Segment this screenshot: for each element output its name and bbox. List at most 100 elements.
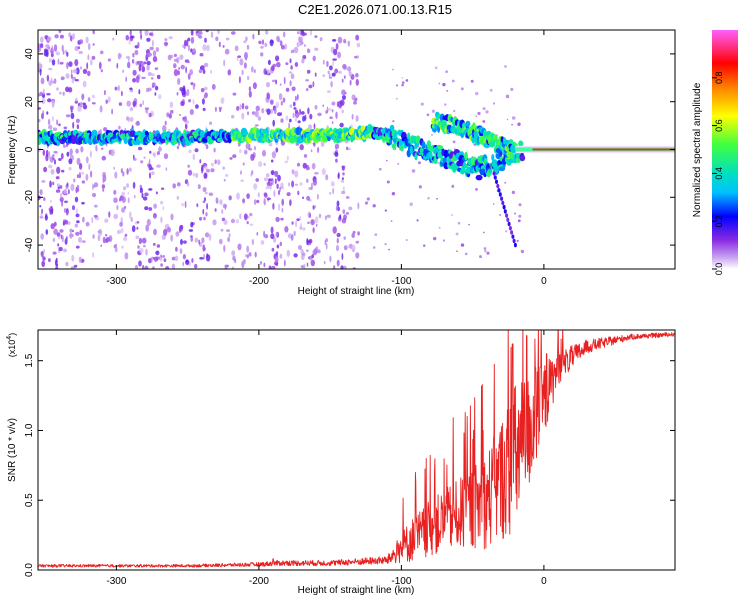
spectrogram-noise-point <box>395 97 398 100</box>
spectrogram-noise-point <box>148 207 153 211</box>
spectrogram-noise-point <box>198 35 203 39</box>
spectrogram-noise-point <box>223 178 226 182</box>
spectrogram-noise-point <box>127 197 130 204</box>
spectrogram-noise-point <box>311 254 315 259</box>
spectrogram-noise-point <box>355 78 359 86</box>
spectrogram-noise-point <box>285 115 289 121</box>
spectrogram-noise-point <box>152 39 154 48</box>
spectrogram-noise-point <box>210 162 214 167</box>
spectrogram-noise-point <box>164 38 168 42</box>
spectrogram-noise-point <box>112 37 115 41</box>
spectrogram-noise-point <box>308 124 313 130</box>
spectrogram-noise-point <box>266 69 270 75</box>
spectrogram-noise-point <box>257 116 262 121</box>
spectrogram-noise-point <box>312 179 318 186</box>
spectrogram-noise-point <box>146 64 150 71</box>
spectrogram-noise-point <box>318 213 322 219</box>
spectrogram-noise-point <box>325 238 329 243</box>
spectrogram-noise-point <box>243 40 247 44</box>
spectrogram-noise-point <box>204 86 208 91</box>
spectrogram-noise-point <box>411 169 416 173</box>
spectrogram-noise-point <box>39 215 44 219</box>
spectrogram-noise-point <box>327 70 330 75</box>
spectrogram-noise-point <box>261 108 265 114</box>
spectrogram-noise-point <box>168 113 172 119</box>
spectrogram-noise-point <box>289 104 293 108</box>
spectrogram-noise-point <box>149 46 154 51</box>
spectrogram-noise-point <box>100 244 103 247</box>
spectrogram-noise-point <box>211 83 216 90</box>
spectrogram-noise-point <box>268 265 272 269</box>
spectrogram-noise-point <box>160 187 165 190</box>
spectrogram-noise-point <box>372 204 376 208</box>
spectrogram-noise-point <box>504 230 508 233</box>
spectrogram-noise-point <box>57 243 60 247</box>
spectrogram-noise-point <box>255 178 259 182</box>
spectrogram-noise-point <box>442 239 445 242</box>
spectrogram-noise-point <box>272 202 275 210</box>
spectrogram-noise-point <box>232 92 237 96</box>
spectrogram-noise-point <box>239 104 242 111</box>
spectrogram-noise-point <box>305 79 309 82</box>
spectrogram-noise-point <box>78 163 83 170</box>
spectrogram-noise-point <box>155 250 160 256</box>
spectrogram-noise-point <box>74 59 79 67</box>
spectrogram-noise-point <box>170 213 174 221</box>
spectrogram-noise-point <box>62 50 65 55</box>
spectrogram-noise-point <box>75 208 78 214</box>
spectrogram-noise-point <box>337 172 340 180</box>
spectrogram-noise-point <box>409 202 414 206</box>
spectrogram-noise-point <box>73 264 78 268</box>
spectrogram-ytick-label: 0 <box>24 146 35 152</box>
spectrogram-noise-point <box>336 259 340 267</box>
spectrogram-noise-point <box>60 76 65 81</box>
spectrogram-trace-point <box>491 154 495 161</box>
spectrogram-noise-point <box>144 206 149 211</box>
spectrogram-noise-point <box>274 256 279 263</box>
spectrogram-noise-point <box>486 251 490 255</box>
spectrogram-noise-point <box>41 208 44 214</box>
spectrogram-noise-point <box>76 124 80 130</box>
spectrogram-noise-point <box>341 109 344 114</box>
spectrogram-noise-point <box>43 50 48 57</box>
spectrogram-noise-point <box>286 192 291 197</box>
spectrogram-noise-point <box>220 97 225 104</box>
spectrogram-noise-point <box>505 94 510 99</box>
spectrogram-noise-point <box>456 250 458 252</box>
spectrogram-noise-point <box>69 232 73 239</box>
spectrogram-noise-point <box>52 251 57 255</box>
spectrogram-ytick-label: 40 <box>24 48 35 60</box>
spectrogram-noise-point <box>126 183 130 188</box>
spectrogram-noise-point <box>290 234 294 241</box>
spectrogram-noise-point <box>57 58 60 65</box>
spectrogram-noise-point <box>72 68 78 74</box>
spectrogram-noise-point <box>198 239 201 245</box>
spectrogram-noise-point <box>146 54 150 58</box>
spectrogram-noise-point <box>187 169 193 176</box>
spectrogram-noise-point <box>129 30 132 36</box>
spectrogram-noise-point <box>47 48 51 52</box>
spectrogram-noise-point <box>335 205 338 211</box>
spectrogram-noise-point <box>128 57 130 62</box>
spectrogram-noise-point <box>210 168 215 173</box>
spectrogram-noise-point <box>190 236 193 242</box>
spectrogram-trace-point <box>437 145 444 150</box>
spectrogram-noise-point <box>222 166 225 170</box>
spectrogram-noise-point <box>173 63 177 69</box>
spectrogram-noise-point <box>68 158 73 165</box>
spectrogram-noise-point <box>111 108 113 115</box>
spectrogram-noise-point <box>63 188 68 195</box>
spectrogram-noise-point <box>251 170 254 175</box>
spectrogram-noise-point <box>98 228 103 236</box>
spectrogram-noise-point <box>60 192 62 198</box>
spectrogram-noise-point <box>335 158 338 163</box>
spectrogram-noise-point <box>293 107 297 110</box>
spectrogram-noise-point <box>247 111 249 116</box>
spectrogram-noise-point <box>214 159 217 165</box>
spectrogram-ytick-label: -40 <box>24 237 35 252</box>
spectrogram-noise-point <box>75 231 80 236</box>
spectrogram-noise-point <box>230 218 235 224</box>
spectrogram-noise-point <box>308 84 313 89</box>
spectrogram-noise-point <box>252 33 255 40</box>
spectrogram-noise-point <box>122 186 127 191</box>
